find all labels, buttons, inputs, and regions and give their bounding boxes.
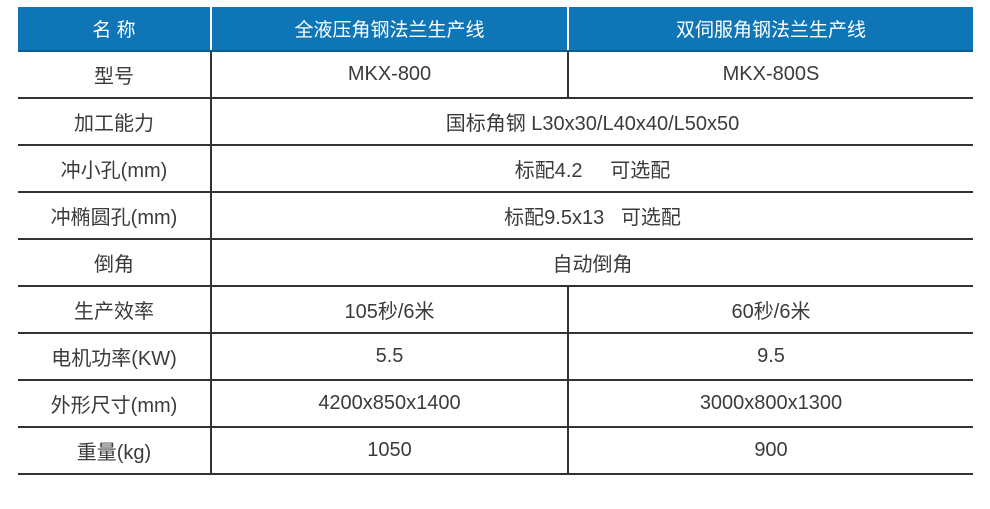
cell-span-value: 标配4.2 可选配: [211, 145, 973, 193]
cell-value: 9.5: [568, 333, 973, 381]
row-dimensions: 外形尺寸(mm) 4200x850x1400 3000x800x1300: [18, 380, 973, 428]
row-small-hole: 冲小孔(mm) 标配4.2 可选配: [18, 145, 973, 193]
row-label: 外形尺寸(mm): [18, 380, 212, 428]
row-label: 重量(kg): [18, 427, 212, 475]
cell-value: MKX-800: [211, 51, 569, 99]
row-label: 生产效率: [18, 286, 212, 334]
spec-table: 名 称 全液压角钢法兰生产线 双伺服角钢法兰生产线 型号 MKX-800 MKX…: [18, 7, 973, 475]
row-label: 冲小孔(mm): [18, 145, 212, 193]
row-model: 型号 MKX-800 MKX-800S: [18, 51, 973, 99]
cell-span-value: 国标角钢 L30x30/L40x40/L50x50: [211, 98, 973, 146]
header-cell-name: 名 称: [18, 7, 211, 52]
row-label: 加工能力: [18, 98, 212, 146]
row-label: 倒角: [18, 239, 212, 287]
header-cell-machine2: 双伺服角钢法兰生产线: [567, 7, 973, 52]
cell-span-value: 标配9.5x13 可选配: [211, 192, 973, 240]
cell-span-value: 自动倒角: [211, 239, 973, 287]
cell-value: 3000x800x1300: [568, 380, 973, 428]
row-capacity: 加工能力 国标角钢 L30x30/L40x40/L50x50: [18, 98, 973, 146]
header-row: 名 称 全液压角钢法兰生产线 双伺服角钢法兰生产线: [18, 7, 973, 52]
row-weight: 重量(kg) 1050 900: [18, 427, 973, 475]
cell-value: 5.5: [211, 333, 569, 381]
row-chamfer: 倒角 自动倒角: [18, 239, 973, 287]
cell-value: 1050: [211, 427, 569, 475]
header-cell-machine1: 全液压角钢法兰生产线: [210, 7, 568, 52]
cell-value: MKX-800S: [568, 51, 973, 99]
cell-value: 105秒/6米: [211, 286, 569, 334]
row-motor-power: 电机功率(KW) 5.5 9.5: [18, 333, 973, 381]
row-oval-hole: 冲椭圆孔(mm) 标配9.5x13 可选配: [18, 192, 973, 240]
cell-value: 60秒/6米: [568, 286, 973, 334]
cell-value: 4200x850x1400: [211, 380, 569, 428]
row-label: 冲椭圆孔(mm): [18, 192, 212, 240]
row-efficiency: 生产效率 105秒/6米 60秒/6米: [18, 286, 973, 334]
row-label: 电机功率(KW): [18, 333, 212, 381]
cell-value: 900: [568, 427, 973, 475]
row-label: 型号: [18, 51, 212, 99]
